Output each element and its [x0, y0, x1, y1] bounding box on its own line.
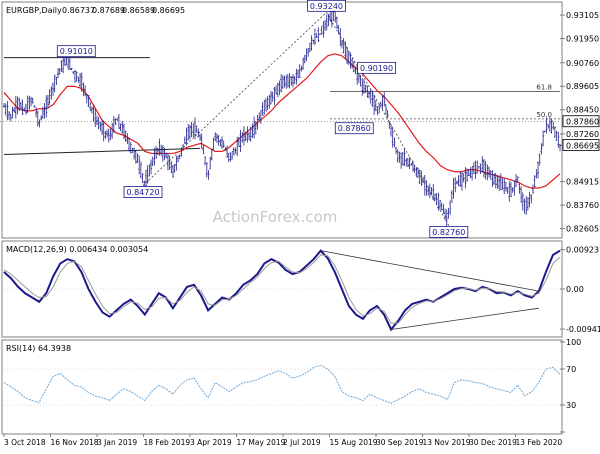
macd-signal-line	[3, 254, 561, 324]
x-axis-label: 17 May 2019	[237, 438, 286, 447]
price-axis-label: 0.89605	[566, 82, 599, 91]
support-line	[3, 147, 201, 155]
price-axis-label: 0.82605	[566, 225, 599, 234]
ohlc-open: 0.86737	[62, 6, 95, 15]
price-annotation-label: 0.84720	[126, 188, 159, 197]
price-axis-label: 0.93105	[566, 11, 599, 20]
price-axis-label: 0.83760	[566, 201, 599, 210]
fib-level-label: 61.8	[536, 83, 552, 91]
price-annotation-box	[307, 0, 346, 12]
price-annotation-label: 0.91010	[60, 47, 93, 56]
price-title: EURGBP,Daily	[6, 6, 62, 15]
price-tag-box	[562, 139, 600, 151]
x-axis-label: 15 Aug 2019	[330, 438, 378, 447]
macd-title: MACD(12,26,9) 0.006434 0.003054	[6, 245, 148, 254]
fib-level-label: 50.0	[536, 111, 552, 119]
price-tag-box	[562, 115, 600, 128]
x-axis-label: 16 Nov 2018	[51, 438, 99, 447]
ohlc-close: 0.86695	[152, 6, 185, 15]
ohlc-high: 0.87689	[92, 6, 125, 15]
price-axis-label: 0.84915	[566, 178, 599, 187]
price-axis-label: 0.87260	[566, 130, 599, 139]
x-axis-label: 18 Feb 2019	[144, 438, 191, 447]
price-annotation-box	[123, 186, 163, 198]
price-annotation-label: 0.90190	[360, 64, 393, 73]
x-axis-label: 3 Oct 2018	[4, 438, 46, 447]
rsi-line	[3, 364, 561, 404]
price-annotation-label: 0.82760	[432, 228, 465, 237]
x-axis-label: 13 Feb 2020	[516, 438, 563, 447]
rsi-axis-label: 30	[566, 401, 576, 410]
price-annotation-label: 0.87860	[338, 124, 371, 133]
ohlc-low: 0.86589	[122, 6, 155, 15]
x-axis-label: 3 Jan 2019	[97, 438, 137, 447]
price-annotation-box	[334, 122, 374, 135]
price-annotation-label: 0.93240	[310, 2, 343, 11]
price-tag-label: 0.87860	[566, 118, 599, 127]
price-annotation-box	[429, 226, 469, 238]
x-axis-label: 13 Nov 2019	[423, 438, 471, 447]
rsi-axis-label: 100	[566, 338, 581, 347]
price-axis-label: 0.91950	[566, 35, 599, 44]
macd-trendline-upper	[320, 250, 539, 292]
price-annotation-box	[357, 61, 396, 74]
price-annotation-box	[56, 45, 96, 58]
x-axis-label: 30 Dec 2019	[469, 438, 517, 447]
price-axis-label: 0.88450	[566, 106, 599, 115]
watermark: ActionForex.com	[213, 208, 338, 226]
macd-axis-label: 0.00	[566, 285, 584, 294]
price-panel-frame	[1, 1, 563, 239]
macd-trendline-lower	[391, 307, 539, 330]
rsi-title: RSI(14) 64.3938	[6, 344, 71, 353]
x-axis-label: 30 Sep 2019	[376, 438, 424, 447]
price-tag-label: 0.86695	[566, 141, 599, 150]
rsi-axis-label: 70	[566, 365, 576, 374]
rsi-panel-frame	[1, 339, 563, 435]
x-axis-label: 2 Jul 2019	[283, 438, 321, 447]
macd-axis-label: -0.009413	[566, 325, 600, 334]
price-axis-label: 0.90760	[566, 59, 599, 68]
x-axis-label: 3 Apr 2019	[190, 438, 232, 447]
macd-axis-label: 0.009237	[566, 246, 600, 255]
